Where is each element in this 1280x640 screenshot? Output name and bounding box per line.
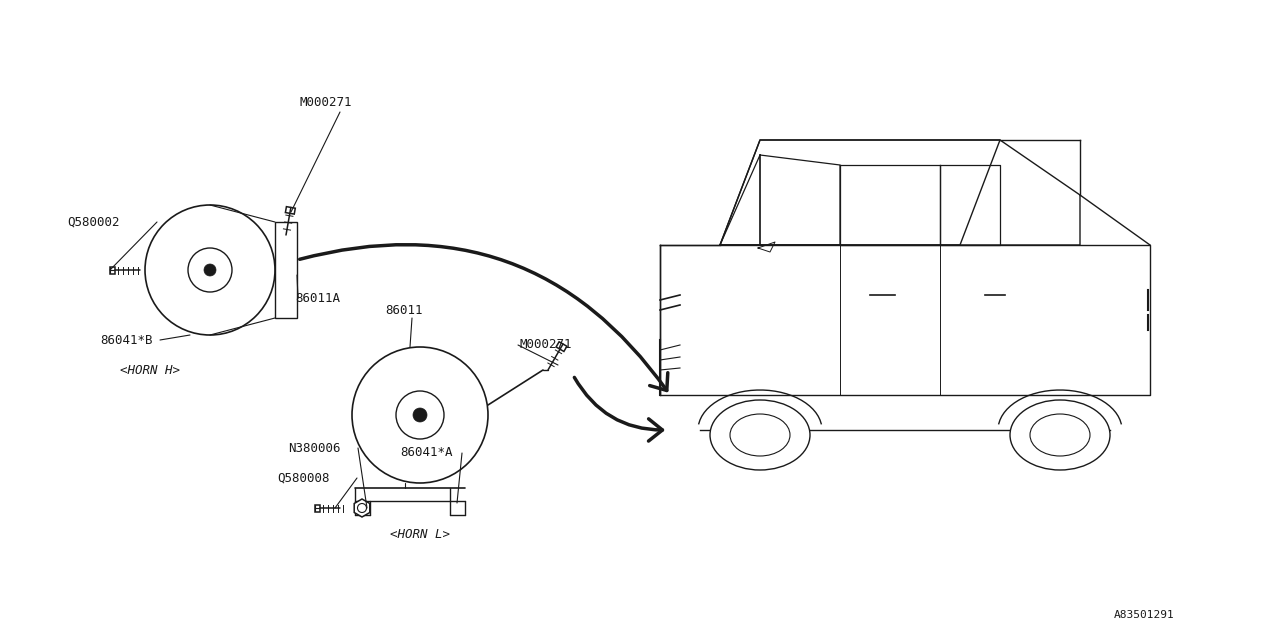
Circle shape [413,408,428,422]
Text: 86011: 86011 [385,303,422,317]
Text: N380006: N380006 [288,442,340,454]
Text: <HORN L>: <HORN L> [390,527,451,541]
Ellipse shape [1010,400,1110,470]
Text: <HORN H>: <HORN H> [120,364,180,376]
FancyArrowPatch shape [575,378,663,441]
Text: Q580002: Q580002 [67,216,119,228]
Text: A83501291: A83501291 [1115,610,1175,620]
Polygon shape [355,499,370,517]
Text: M000271: M000271 [300,95,352,109]
Text: 86041*A: 86041*A [399,447,453,460]
Text: Q580008: Q580008 [276,472,329,484]
Text: M000271: M000271 [520,339,572,351]
Circle shape [204,264,216,276]
FancyArrowPatch shape [300,244,668,390]
Bar [275,222,297,318]
Text: 86011A: 86011A [294,291,340,305]
Ellipse shape [710,400,810,470]
Text: 86041*B: 86041*B [100,333,152,346]
